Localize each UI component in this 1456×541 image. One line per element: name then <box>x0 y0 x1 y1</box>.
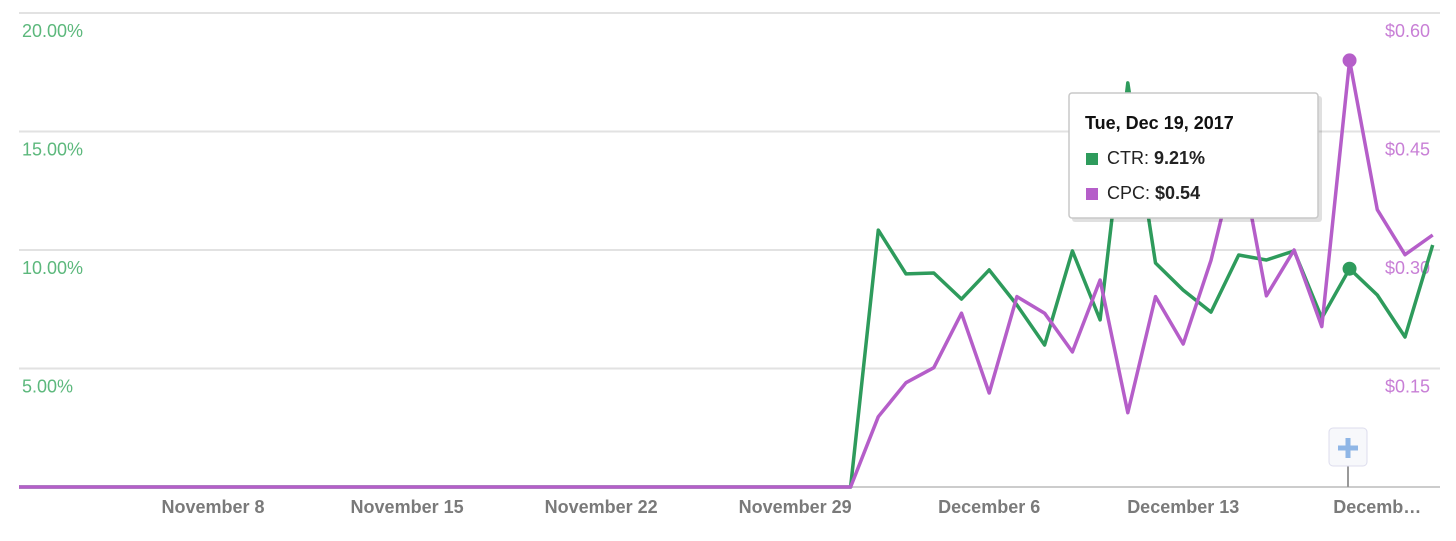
x-tick-label: November 8 <box>162 497 265 517</box>
hover-dot <box>1342 53 1357 68</box>
legend-swatch <box>1086 188 1098 200</box>
x-tick-label: December 13 <box>1127 497 1239 517</box>
separator: : <box>1145 183 1155 203</box>
series-name: CPC <box>1107 183 1145 203</box>
y2-tick-label: $0.15 <box>1385 376 1430 396</box>
series-name: CTR <box>1107 148 1144 168</box>
y2-tick-label: $0.45 <box>1385 139 1430 159</box>
x-tick-label: Decemb… <box>1333 497 1421 517</box>
grid: 5.00% 10.00% 15.00% 20.00% $0.15 $0.30 $0.45 $0… <box>19 12 1440 517</box>
lines <box>19 53 1435 489</box>
tooltip-row: CTR: 9.21% <box>1107 148 1205 168</box>
separator: : <box>1144 148 1154 168</box>
tooltip: Tue, Dec 19, 2017 CTR: 9.21% CPC: $0.54 <box>1068 92 1322 222</box>
annotate-button[interactable] <box>1328 427 1368 467</box>
tooltip-title: Tue, Dec 19, 2017 <box>1085 113 1234 133</box>
y2-tick-label: $0.60 <box>1385 21 1430 41</box>
x-tick-label: November 29 <box>739 497 852 517</box>
hover-dot <box>1342 261 1357 276</box>
y-tick-label: 15.00% <box>22 139 83 159</box>
y-tick-label: 10.00% <box>22 258 83 278</box>
tooltip-box <box>1068 92 1319 219</box>
value-label: $0.54 <box>1155 183 1200 203</box>
legend-swatch <box>1086 153 1098 165</box>
x-tick-label: November 15 <box>351 497 464 517</box>
y-tick-label: 20.00% <box>22 21 83 41</box>
y2-tick-label: $0.30 <box>1385 258 1430 278</box>
plus-icon[interactable] <box>1338 438 1358 458</box>
value-label: 9.21% <box>1154 148 1205 168</box>
x-tick-label: November 22 <box>545 497 658 517</box>
tooltip-row: CPC: $0.54 <box>1107 183 1200 203</box>
x-tick-label: December 6 <box>938 497 1040 517</box>
y-tick-label: 5.00% <box>22 376 73 396</box>
series-line <box>19 58 1434 489</box>
